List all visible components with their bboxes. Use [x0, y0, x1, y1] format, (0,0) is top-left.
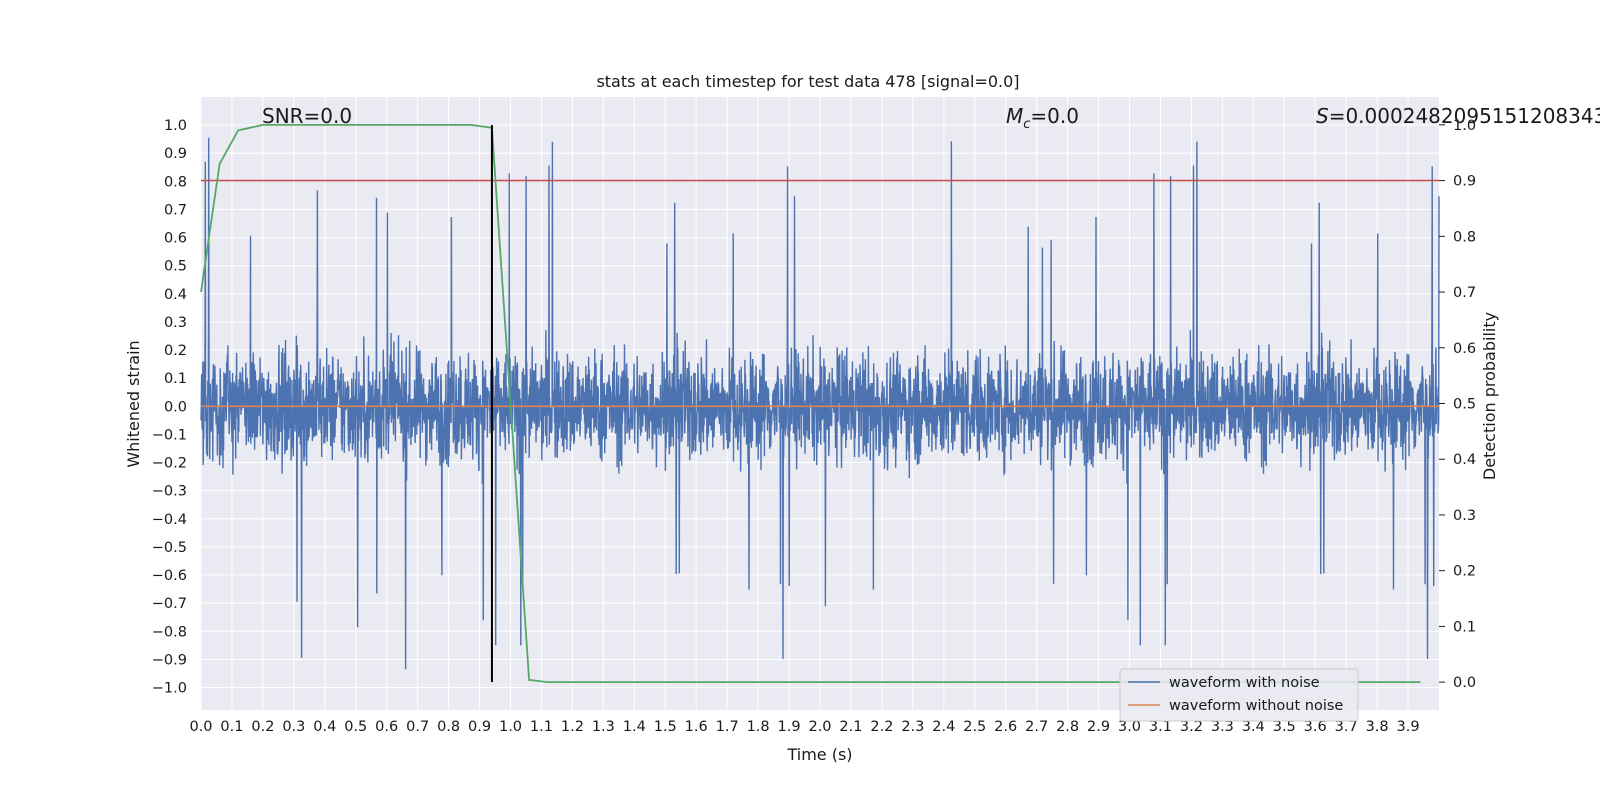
y-right-tick-label: 0.8	[1453, 229, 1476, 245]
s-annotation: S=0.00024820951512083435	[1316, 104, 1600, 128]
x-tick-label: 1.0	[499, 719, 522, 735]
y-tick-label: 0.1	[164, 371, 187, 387]
x-tick-label: 1.8	[747, 719, 770, 735]
y-axis-label: Whitened strain	[124, 340, 143, 467]
x-tick-label: 3.0	[1118, 719, 1141, 735]
y-tick-label: 0.7	[164, 202, 187, 218]
y-tick-label: −0.8	[152, 624, 187, 640]
x-tick-label: 1.9	[778, 719, 801, 735]
mc-symbol: M	[1006, 104, 1023, 128]
y-tick-label: 0.5	[164, 259, 187, 275]
y-tick-label: −0.5	[152, 540, 187, 556]
x-tick-label: 0.9	[468, 719, 491, 735]
x-tick-label: 0.7	[406, 719, 429, 735]
x-tick-label: 3.4	[1242, 719, 1265, 735]
y-tick-label: −0.4	[152, 512, 187, 528]
y-right-tick-label: 0.1	[1453, 619, 1476, 635]
x-tick-label: 2.0	[808, 719, 831, 735]
x-tick-label: 0.8	[437, 719, 460, 735]
y-tick-label: −0.1	[152, 427, 187, 443]
y-right-tick-label: 0.6	[1453, 341, 1476, 357]
x-tick-label: 2.8	[1056, 719, 1079, 735]
x-tick-label: 2.7	[1025, 719, 1048, 735]
x-tick-label: 0.6	[375, 719, 398, 735]
x-tick-label: 3.9	[1397, 719, 1420, 735]
x-tick-label: 1.4	[623, 719, 646, 735]
snr-annotation: SNR=0.0	[262, 104, 352, 128]
y-tick-label: −0.9	[152, 652, 187, 668]
x-tick-label: 1.1	[530, 719, 553, 735]
x-tick-label: 1.3	[592, 719, 615, 735]
x-tick-label: 1.6	[685, 719, 708, 735]
y-right-tick-label: 0.5	[1453, 397, 1476, 413]
mc-annotation: Mc=0.0	[1006, 104, 1079, 132]
x-tick-label: 2.5	[963, 719, 986, 735]
y-tick-label: 1.0	[164, 118, 187, 134]
x-tick-label: 1.2	[561, 719, 584, 735]
x-tick-label: 3.1	[1149, 719, 1172, 735]
y-right-axis-ticks: 1.0 0.9 0.8 0.7 0.6 0.5 0.4 0.3 0.2 0.1 0.0	[1439, 118, 1476, 691]
legend-label-waveform-with-noise: waveform with noise	[1169, 675, 1320, 691]
x-tick-label: 0.4	[313, 719, 336, 735]
x-tick-label: 3.7	[1335, 719, 1358, 735]
x-axis-label: Time (s)	[786, 745, 852, 764]
y-tick-label: −1.0	[152, 681, 187, 697]
y-right-tick-label: 0.3	[1453, 508, 1476, 524]
x-tick-label: 2.9	[1087, 719, 1110, 735]
y-tick-label: −0.7	[152, 596, 187, 612]
x-tick-label: 0.5	[344, 719, 367, 735]
x-tick-label: 3.2	[1180, 719, 1203, 735]
legend-box	[1119, 668, 1359, 722]
x-tick-label: 0.0	[189, 719, 212, 735]
y-tick-label: 0.8	[164, 174, 187, 190]
chart-title: stats at each timestep for test data 478…	[596, 72, 1019, 91]
legend-label-waveform-without-noise: waveform without noise	[1169, 698, 1343, 714]
y-right-tick-label: 0.0	[1453, 675, 1476, 691]
mc-subscript: c	[1023, 117, 1030, 132]
y-tick-label: −0.6	[152, 568, 187, 584]
y-tick-label: 0.0	[164, 399, 187, 415]
x-tick-label: 2.6	[994, 719, 1017, 735]
x-tick-label: 0.2	[251, 719, 274, 735]
y-right-tick-label: 0.9	[1453, 174, 1476, 190]
x-tick-label: 3.8	[1366, 719, 1389, 735]
y-tick-label: −0.3	[152, 484, 187, 500]
y-tick-label: 0.6	[164, 231, 187, 247]
y-tick-label: 0.2	[164, 343, 187, 359]
x-tick-label: 1.7	[716, 719, 739, 735]
x-tick-label: 3.5	[1273, 719, 1296, 735]
x-tick-label: 2.1	[839, 719, 862, 735]
y-right-axis-label: Detection probability	[1480, 312, 1499, 480]
x-tick-label: 2.4	[932, 719, 955, 735]
x-tick-label: 3.3	[1211, 719, 1234, 735]
x-tick-label: 1.5	[654, 719, 677, 735]
y-tick-label: 0.4	[164, 287, 187, 303]
x-tick-label: 2.3	[901, 719, 924, 735]
y-tick-label: 0.3	[164, 315, 187, 331]
x-tick-label: 3.6	[1304, 719, 1327, 735]
x-tick-label: 0.1	[220, 719, 243, 735]
mc-value: =0.0	[1030, 104, 1079, 128]
legend: waveform with noise waveform without noi…	[1119, 668, 1359, 722]
y-right-tick-label: 1.0	[1453, 118, 1476, 134]
y-right-tick-label: 0.7	[1453, 285, 1476, 301]
s-value: =0.00024820951512083435	[1329, 104, 1600, 128]
x-tick-label: 0.3	[282, 719, 305, 735]
series-detection-probability	[200, 124, 1421, 683]
y-tick-label: −0.2	[152, 456, 187, 472]
y-axis-ticks: 1.0 0.9 0.8 0.7 0.6 0.5 0.4 0.3 0.2 0.1 0.0 −0.1 −0.…	[152, 118, 187, 696]
y-right-tick-label: 0.2	[1453, 564, 1476, 580]
x-axis-ticks: 0.0 0.1 0.2 0.3 0.4 0.5 0.6 0.7 0.8 0.9 1.0 1.1 1.2 1…	[189, 719, 1419, 735]
s-symbol: S	[1316, 104, 1329, 128]
y-right-tick-label: 0.4	[1453, 452, 1476, 468]
y-tick-label: 0.9	[164, 146, 187, 162]
x-tick-label: 2.2	[870, 719, 893, 735]
